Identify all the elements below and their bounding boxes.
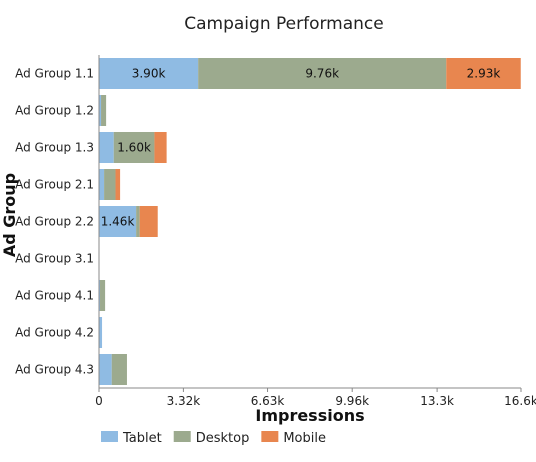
bar-ad-group-4-3-tablet (99, 354, 112, 385)
data-label-ad-group-2-2-tablet: 1.46k (101, 215, 135, 229)
bar-ad-group-2-1-tablet (99, 169, 105, 200)
category-label-ad-group-2-2: Ad Group 2.2 (15, 215, 94, 229)
x-tick-label: 3.32k (167, 394, 201, 408)
chart-title: Campaign Performance (184, 14, 383, 34)
legend-swatch-mobile (261, 431, 279, 442)
x-tick-label: 0 (95, 394, 103, 408)
bar-ad-group-4-1-tablet (99, 280, 101, 311)
legend-label-tablet: Tablet (122, 431, 162, 446)
category-label-ad-group-4-2: Ad Group 4.2 (15, 326, 94, 340)
category-label-ad-group-2-1: Ad Group 2.1 (15, 178, 94, 192)
x-tick-label: 9.96k (335, 394, 369, 408)
x-tick-label: 6.63k (251, 394, 285, 408)
x-axis-title: Impressions (255, 406, 364, 425)
bar-ad-group-1-1-mobile (446, 58, 521, 89)
bars-group (99, 58, 521, 385)
bar-ad-group-1-3-desktop (113, 132, 155, 163)
legend-swatch-tablet (101, 431, 118, 442)
bar-ad-group-2-2-mobile (139, 206, 158, 237)
x-axis: 0 3.32k 6.63k 9.96k 13.3k 16.6k (95, 55, 536, 408)
data-label-ad-group-1-1-tablet: 3.90k (132, 67, 166, 81)
bar-ad-group-4-2-tablet (99, 317, 103, 348)
data-labels: 3.90k 9.76k 2.93k 1.60k 1.46k (101, 67, 501, 229)
x-tick-label: 16.6k (504, 394, 536, 408)
bar-ad-group-2-1-mobile (115, 169, 121, 200)
category-labels: Ad Group 1.1 Ad Group 1.2 Ad Group 1.3 Ad G… (15, 67, 94, 377)
x-tick-label: 13.3k (420, 394, 454, 408)
bar-ad-group-1-3-mobile (154, 132, 167, 163)
bar-ad-group-2-2-desktop (136, 206, 140, 237)
bar-ad-group-4-3-desktop (111, 354, 127, 385)
data-label-ad-group-1-1-mobile: 2.93k (467, 67, 501, 81)
category-label-ad-group-1-3: Ad Group 1.3 (15, 141, 94, 155)
bar-ad-group-4-1-desktop (100, 280, 106, 311)
category-label-ad-group-1-2: Ad Group 1.2 (15, 104, 94, 118)
category-label-ad-group-4-3: Ad Group 4.3 (15, 363, 94, 377)
bar-ad-group-1-1-desktop (198, 58, 447, 89)
bar-ad-group-2-1-desktop (104, 169, 116, 200)
legend-label-desktop: Desktop (196, 431, 250, 446)
legend-swatch-desktop (173, 431, 191, 442)
legend-label-mobile: Mobile (283, 431, 326, 446)
bar-ad-group-1-2-desktop (101, 95, 107, 126)
bar-ad-group-1-2-tablet (99, 95, 102, 126)
bar-ad-group-1-1-tablet (99, 58, 199, 89)
data-label-ad-group-1-3-desktop: 1.60k (117, 141, 151, 155)
y-axis-title: Ad Group (0, 173, 19, 257)
category-label-ad-group-1-1: Ad Group 1.1 (15, 67, 94, 81)
category-label-ad-group-4-1: Ad Group 4.1 (15, 289, 94, 303)
legend: Tablet Desktop Mobile (101, 431, 326, 446)
bar-ad-group-2-2-tablet (99, 206, 137, 237)
data-label-ad-group-1-1-desktop: 9.76k (305, 67, 339, 81)
bar-ad-group-1-3-tablet (99, 132, 114, 163)
category-label-ad-group-3-1: Ad Group 3.1 (15, 252, 94, 266)
